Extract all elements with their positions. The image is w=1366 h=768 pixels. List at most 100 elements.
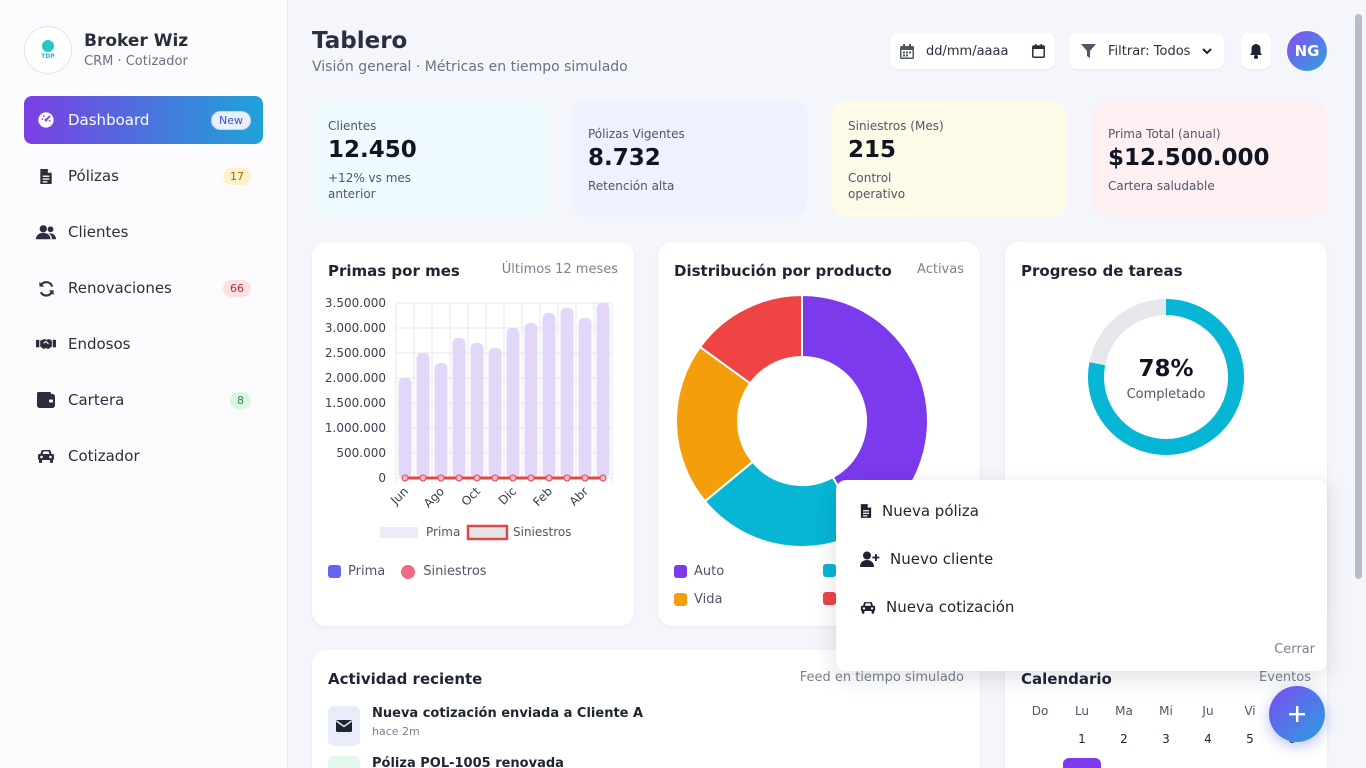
calendar-day[interactable]: 5 xyxy=(1246,732,1254,746)
avatar[interactable]: NG xyxy=(1287,31,1327,71)
kpi-value: 12.450 xyxy=(328,137,417,163)
page-scrollbar[interactable] xyxy=(1355,14,1362,579)
legend-swatch xyxy=(674,593,687,606)
kpi-value: $12.500.000 xyxy=(1108,145,1270,171)
calendar-day[interactable]: 2 xyxy=(1120,732,1128,746)
bar-prima xyxy=(488,348,502,478)
activity-item[interactable]: Nueva cotización enviada a Cliente A hac… xyxy=(328,706,643,746)
donut-slice xyxy=(675,345,755,503)
card-title: Actividad reciente xyxy=(328,670,483,688)
brand[interactable]: TDP Broker Wiz CRM · Cotizador xyxy=(24,26,188,74)
kpi-label: Prima Total (anual) xyxy=(1108,127,1221,141)
y-tick-label: 2.500.000 xyxy=(325,346,386,360)
close-menu-button[interactable]: Cerrar xyxy=(1274,642,1315,657)
x-tick-label: Ago xyxy=(421,484,447,510)
kpi-sub: +12% vs mes anterior xyxy=(328,171,412,201)
sidebar-item-dashboard[interactable]: Dashboard New xyxy=(24,96,263,144)
legend-swatch-hogar xyxy=(823,564,843,577)
activity-item[interactable]: Póliza POL-1005 renovada xyxy=(328,756,564,768)
point-siniestros xyxy=(599,474,607,482)
x-tick-label: Feb xyxy=(530,484,555,509)
activity-time: hace 2m xyxy=(372,725,420,738)
y-tick-label: 3.500.000 xyxy=(325,296,386,310)
sidebar-item-endosos[interactable]: Endosos xyxy=(24,320,263,368)
kpi-sub: Cartera saludable xyxy=(1108,179,1215,193)
notifications-button[interactable] xyxy=(1241,33,1271,69)
calendar-today-marker[interactable] xyxy=(1063,758,1101,768)
bar-prima xyxy=(524,323,538,478)
calendar-day[interactable]: 3 xyxy=(1162,732,1170,746)
sidebar-item-label: Renovaciones xyxy=(68,279,172,297)
logo-text: TDP xyxy=(41,53,55,60)
sidebar-item-cotizador[interactable]: Cotizador xyxy=(24,432,263,480)
sidebar-item-label: Cotizador xyxy=(68,447,140,465)
menu-item-nuevo-cliente[interactable]: Nuevo cliente xyxy=(860,550,993,568)
primas-legend: Prima Siniestros xyxy=(328,564,487,579)
card-meta: Eventos xyxy=(1259,670,1311,685)
point-siniestros xyxy=(545,474,553,482)
calendar-day[interactable] xyxy=(1019,732,1061,746)
primas-bar-chart: 0 500.000 1.000.000 1.500.000 2.000.000 2.500… xyxy=(325,296,613,541)
sidebar-item-label: Endosos xyxy=(68,335,131,353)
legend-swatch xyxy=(823,564,836,577)
donut-slice xyxy=(698,293,803,385)
legend-swatch-prima xyxy=(328,565,341,578)
weekday: Vi xyxy=(1244,704,1256,718)
weekday: Ju xyxy=(1202,704,1214,718)
date-picker-icon[interactable] xyxy=(1032,44,1045,58)
x-tick-label: Jun xyxy=(387,484,411,508)
legend-label: Auto xyxy=(694,564,725,579)
gauge-icon xyxy=(36,111,56,129)
actividad-card: Actividad reciente Feed en tiempo simula… xyxy=(312,650,980,768)
kpi-value: 215 xyxy=(848,137,897,163)
card-title: Distribución por producto xyxy=(674,262,892,280)
calendar-day[interactable]: 4 xyxy=(1204,732,1212,746)
count-badge: 8 xyxy=(230,391,251,409)
bar-prima xyxy=(596,303,610,478)
document-icon xyxy=(860,503,872,519)
sidebar-item-label: Cartera xyxy=(68,391,125,409)
bar-prima xyxy=(578,318,592,478)
menu-item-nueva-cotizacion[interactable]: Nueva cotización xyxy=(860,598,1014,616)
count-badge: 17 xyxy=(223,167,251,185)
x-tick-label: Abr xyxy=(567,484,592,509)
brand-logo: TDP xyxy=(24,26,72,74)
calendar-day[interactable]: 1 xyxy=(1078,732,1086,746)
user-plus-icon xyxy=(860,551,880,567)
page-subtitle: Visión general · Métricas en tiempo simu… xyxy=(312,59,628,75)
legend-prima-swatch xyxy=(380,527,418,538)
weekday: Ma xyxy=(1115,704,1133,718)
legend-item-auto: Auto xyxy=(674,564,724,579)
sidebar-item-polizas[interactable]: Pólizas 17 xyxy=(24,152,263,200)
point-siniestros xyxy=(527,474,535,482)
point-siniestros xyxy=(437,474,445,482)
brand-subtitle: CRM · Cotizador xyxy=(84,54,188,69)
filter-select[interactable]: Filtrar: Todos xyxy=(1069,33,1224,69)
calendar-icon xyxy=(900,43,914,59)
point-siniestros xyxy=(509,474,517,482)
legend-siniestros-label: Siniestros xyxy=(513,525,572,539)
add-fab-button[interactable] xyxy=(1269,686,1325,742)
legend-siniestros-swatch xyxy=(466,524,509,541)
bar-prima xyxy=(434,363,448,478)
legend-label: Siniestros xyxy=(423,564,487,579)
legend-item-vida: Vida xyxy=(674,592,722,607)
legend-swatch-salud xyxy=(823,592,843,605)
filter-icon xyxy=(1081,44,1096,58)
sidebar-item-renovaciones[interactable]: Renovaciones 66 xyxy=(24,264,263,312)
bar-prima xyxy=(452,338,466,478)
legend-swatch xyxy=(823,592,836,605)
distribucion-donut-chart xyxy=(675,293,929,548)
kpi-label: Clientes xyxy=(328,119,377,133)
menu-item-label: Nueva póliza xyxy=(882,502,979,520)
menu-item-nueva-poliza[interactable]: Nueva póliza xyxy=(860,502,979,520)
sidebar-item-clientes[interactable]: Clientes xyxy=(24,208,263,256)
bar-prima xyxy=(560,308,574,478)
menu-item-label: Nueva cotización xyxy=(886,598,1015,616)
sidebar-item-cartera[interactable]: Cartera 8 xyxy=(24,376,263,424)
kpi-card-prima: Prima Total (anual) $12.500.000 Cartera … xyxy=(1092,101,1327,217)
activity-title: Póliza POL-1005 renovada xyxy=(372,756,564,768)
date-input[interactable]: dd/mm/aaaa xyxy=(890,33,1055,69)
calendar-weekdays: Do Lu Ma Mi Ju Vi Sa xyxy=(1019,704,1341,718)
check-icon xyxy=(328,756,360,768)
